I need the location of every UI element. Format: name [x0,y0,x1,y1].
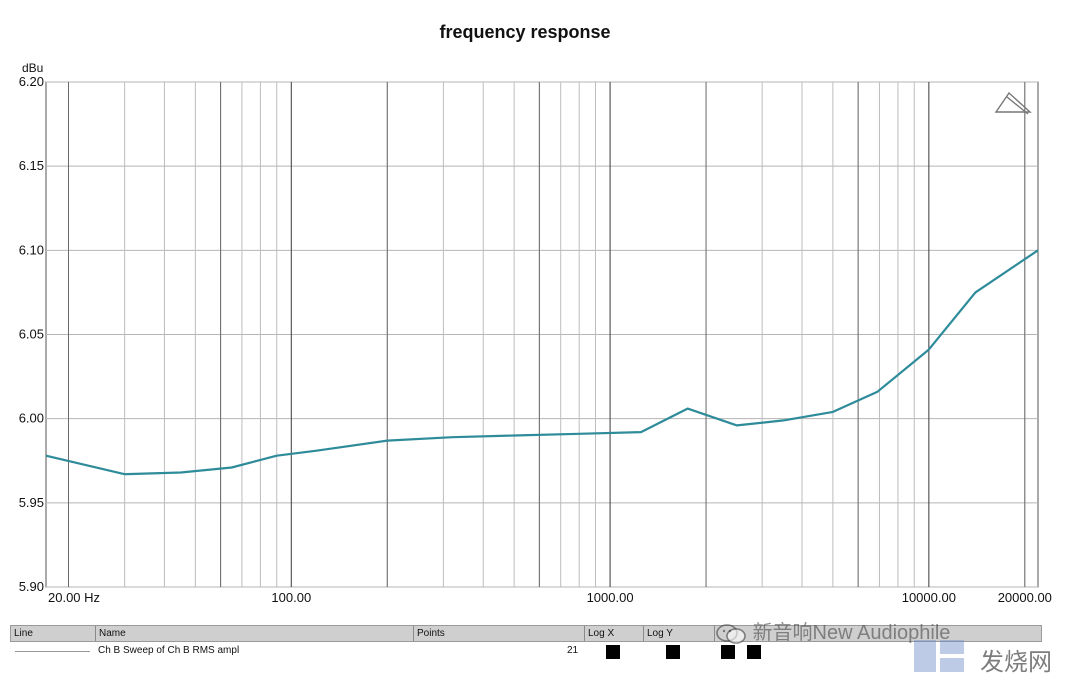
y-tick-label: 6.10 [19,242,44,257]
wechat-icon [716,623,746,644]
y-tick-label: 5.90 [19,579,44,594]
row-name: Ch B Sweep of Ch B RMS ampl [98,645,240,656]
watermark-wechat: 新音响New Audiophile [715,618,1055,648]
header-points: Points [414,626,585,641]
header-name: Name [96,626,414,641]
chart-svg: 6.20 6.15 6.10 6.05 6.00 5.95 5.90 20.00 Hz 100.… [19,61,1052,605]
site-logo-icon [914,640,964,672]
log-x-checkbox[interactable] [606,645,620,659]
x-tick-label: 1000.00 [587,590,634,605]
header-log-y: Log Y [644,626,715,641]
y-axis-unit-label: dBu [22,61,43,75]
extra-checkbox-1[interactable] [721,645,735,659]
legend-table: Line Name Points Log X Log Y Ch B Sweep … [10,625,1042,661]
grid-layer [45,81,1039,588]
y-tick-label: 6.20 [19,74,44,89]
chart-title: frequency response [439,22,611,42]
x-tick-label: 20000.00 [998,590,1052,605]
extra-checkbox-2[interactable] [747,645,761,659]
x-tick-label: 100.00 [271,590,311,605]
wechat-watermark-text: 新音响New Audiophile [752,622,951,644]
y-tick-label: 6.05 [19,327,44,342]
log-y-checkbox[interactable] [666,645,680,659]
logo-triangle-icon [994,91,1032,115]
y-tick-label: 6.00 [19,411,44,426]
watermark-site: 发烧网 [912,636,1062,676]
series-line [45,249,1039,476]
header-log-x: Log X [585,626,644,641]
row-points: 21 [567,645,579,656]
series-layer [45,249,1039,476]
legend-row[interactable]: Ch B Sweep of Ch B RMS ampl 21 [10,642,1040,660]
header-line: Line [11,626,96,641]
y-tick-label: 5.95 [19,495,44,510]
legend-header: Line Name Points Log X Log Y [10,625,1042,642]
site-watermark-text: 发烧网 [980,649,1052,676]
line-swatch [15,651,90,652]
x-tick-label: 10000.00 [902,590,956,605]
y-tick-label: 6.15 [19,158,44,173]
axis-layer: 6.20 6.15 6.10 6.05 6.00 5.95 5.90 20.00 Hz 100.… [19,74,1052,605]
x-tick-label: 20.00 Hz [48,590,100,605]
